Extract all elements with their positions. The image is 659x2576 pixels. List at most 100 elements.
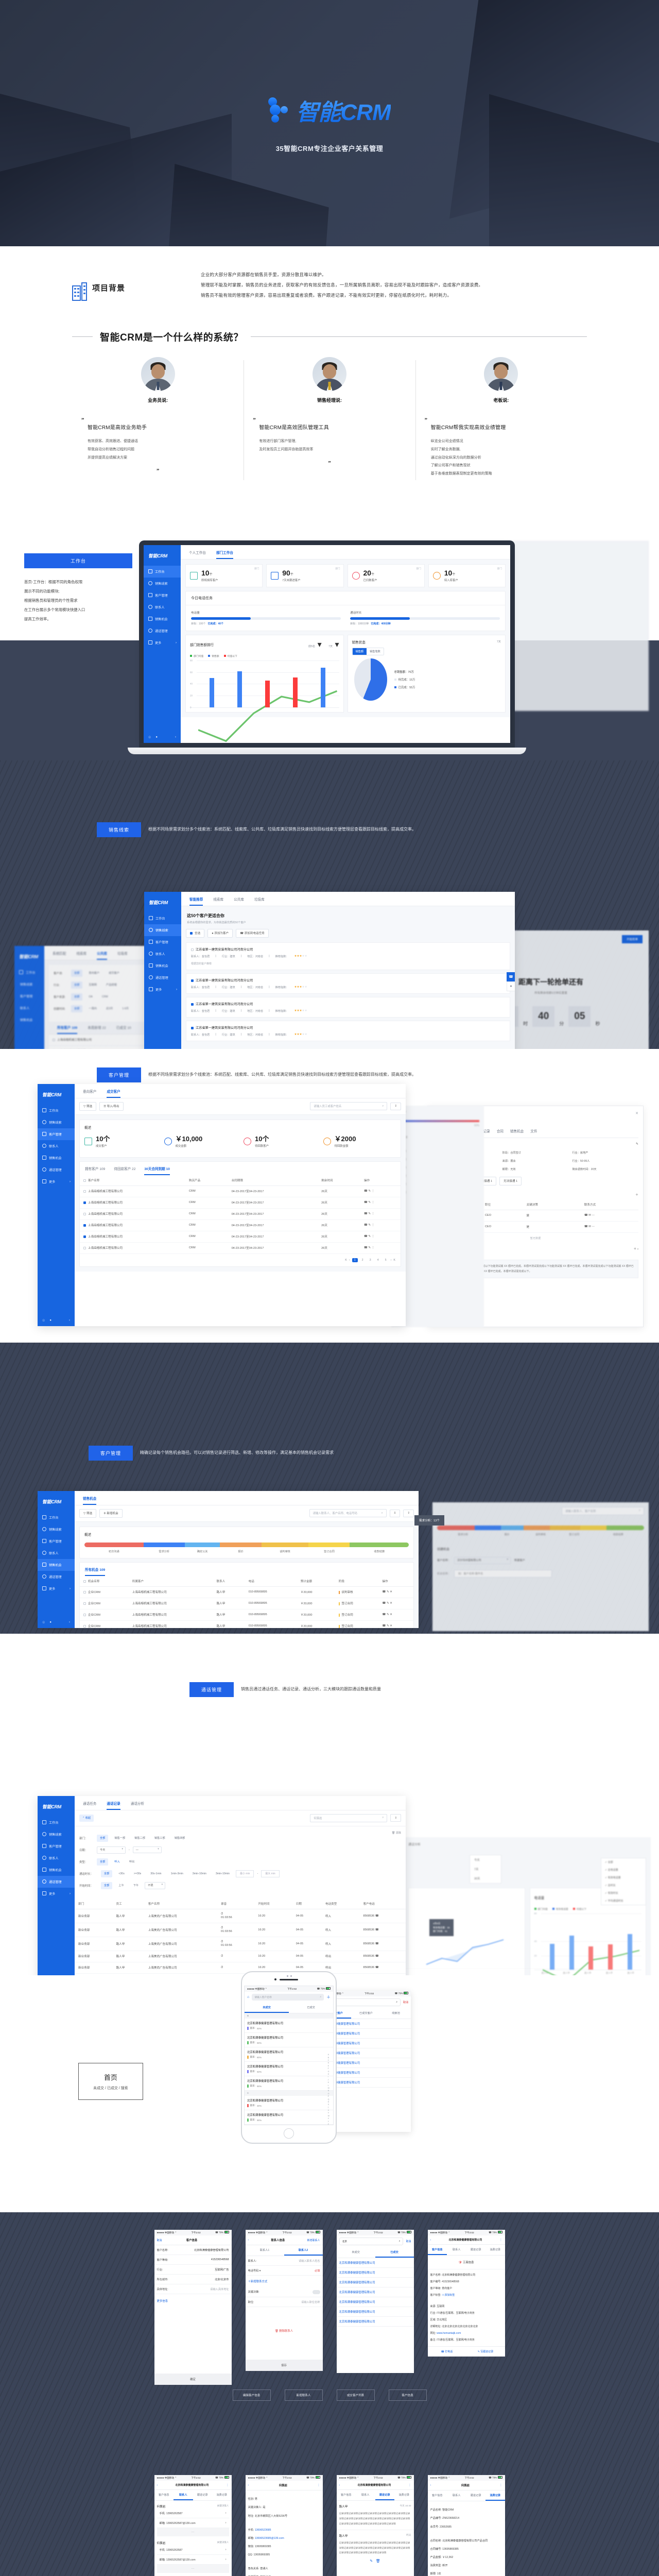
lead-card[interactable]: 江苏省第一建筑安装有限公司河南分公司 联系人：金怡君 | 行业：建筑 | 地区：河南省 |…: [186, 996, 510, 1018]
all-opportunities-tab[interactable]: 所有机会 109: [85, 1567, 106, 1576]
collapse-icon[interactable]: ‹: [69, 1620, 70, 1624]
back-icon[interactable]: ‹: [248, 2484, 249, 2487]
metric-dropdown[interactable]: ✓ 全部 ✓ 总电话量 ✓ 有效电话量 ✓ 总时长 ✓ 有效时长 ✓ 平均通话时…: [601, 1857, 646, 1905]
more-icon[interactable]: ⋮: [499, 2238, 502, 2242]
edit-icon[interactable]: ✎: [368, 1201, 371, 1205]
sidebar-item-calls[interactable]: 通话管理: [38, 1164, 75, 1176]
table-row[interactable]: 上海岳榕机械工程有限公司 CRM 04-23-2017至04-23-2017 26天 ☎…: [80, 1197, 401, 1209]
phone-icon[interactable]: ☎: [382, 1602, 386, 1605]
table-row[interactable]: 新业务部 路人甲 上海美尚广告有限公司 ⏱ 01:03:56 16:20 04-05 呼入 85…: [75, 1937, 406, 1951]
call-action-icon[interactable]: ☎: [507, 972, 515, 981]
list-item[interactable]: 北京和满泰健康管理有限公司 赢率: 90%: [245, 2110, 333, 2125]
prev-page-icon[interactable]: ‹: [349, 1258, 350, 1262]
more-icon[interactable]: ⋮: [371, 1224, 375, 1227]
opportunity-name-input[interactable]: 如：客户名称-整件名: [454, 1569, 552, 1578]
table-row[interactable]: 新业务部 路人甲 上海美尚广告有限公司 ⏱ 01:03:56 16:20 04-05 呼入 85…: [75, 1923, 406, 1937]
sidebar-item-workbench[interactable]: 工作台: [38, 1105, 75, 1116]
field-row[interactable]: 邮箱: 13965263587@139.com ›: [157, 2518, 229, 2529]
list-item[interactable]: 北京和满泰健康管理有限公司 赢率: 30%: [245, 2096, 333, 2111]
tab-public-pool[interactable]: 公共库: [234, 897, 244, 902]
phone-icon[interactable]: ☎: [584, 1214, 588, 1217]
more-icon[interactable]: ⋮: [371, 1235, 375, 1239]
date-range-menu[interactable]: 今天 7天 30天: [470, 1854, 501, 1884]
filter-tab[interactable]: 30天合同到期 10: [144, 1166, 170, 1175]
table-row[interactable]: 企业CRM 上海岳榕机械工程有限公司 路人甲 010-89569895 ￥20,000 签…: [80, 1620, 413, 1628]
add-icon[interactable]: ＋: [633, 1247, 637, 1251]
table-row[interactable]: 企业CRM 上海岳榕机械工程有限公司 路人甲 010-89569895 ￥20,000 签…: [80, 1609, 413, 1621]
close-icon[interactable]: ✕: [390, 1624, 392, 1628]
play-icon[interactable]: ⏱: [221, 1940, 223, 1944]
close-icon[interactable]: ✕: [390, 1602, 392, 1605]
search-input[interactable]: 请输入客户名称 ⌕: [252, 1994, 324, 2001]
chevron-right-icon[interactable]: ›: [637, 1247, 638, 1251]
field-row[interactable]: 行业: 互联网/广告: [154, 2265, 232, 2275]
new-customer-button[interactable]: 新建客户: [514, 1559, 525, 1563]
edit-icon[interactable]: ✎: [368, 1235, 371, 1239]
next-page-icon[interactable]: ›: [390, 1258, 392, 1262]
edit-icon[interactable]: ✎: [386, 1613, 389, 1617]
sidebar-item-calls[interactable]: 通话管理: [38, 1875, 75, 1888]
add-contact-link[interactable]: 新增联系人: [307, 2239, 320, 2242]
sidebar-item-customers[interactable]: 客户管理: [38, 1128, 75, 1140]
sidebar-item-customers[interactable]: 客户管理: [144, 936, 181, 948]
tab-department[interactable]: 部门工作台: [216, 550, 233, 559]
play-icon[interactable]: ⏱: [221, 1954, 223, 1958]
add-contact-method-link[interactable]: ＋新增联系方式: [248, 2280, 268, 2284]
close-icon[interactable]: ✕: [635, 1111, 638, 1115]
phone-icon[interactable]: ☎: [382, 1613, 386, 1617]
list-item[interactable]: 北京和满泰健康管理有限公司: [321, 2058, 411, 2069]
detail-tab[interactable]: 文件: [530, 1129, 537, 1133]
customer-select[interactable]: 沃尔玛中国有限公司: [454, 1556, 511, 1564]
phone-icon[interactable]: ☎: [375, 1955, 379, 1958]
grab-button[interactable]: 开始抢单: [621, 935, 643, 943]
search-input[interactable]: 北京⌕: [339, 2238, 404, 2246]
field-row[interactable]: 客户等级: 415236548568: [154, 2255, 232, 2265]
close-icon[interactable]: ✕: [390, 1613, 392, 1617]
more-icon[interactable]: ⋮: [371, 1212, 375, 1216]
sidebar-item-calls[interactable]: 通话管理: [144, 972, 181, 984]
sidebar-item-more[interactable]: 更多 ›: [38, 1176, 75, 1188]
field-row[interactable]: 所在城市: 北京/北京市: [154, 2275, 232, 2285]
list-item[interactable]: 北京和满泰健康管理有限公司 赢率: 90%: [245, 2076, 333, 2091]
edit-icon[interactable]: ✎: [368, 1212, 371, 1216]
list-item[interactable]: 北京和满泰健康管理有限公司: [321, 2019, 411, 2029]
list-item[interactable]: 北京和满泰健康管理有限公司: [336, 2297, 414, 2308]
new-opportunity-button[interactable]: ✛ 新增机会: [99, 1509, 123, 1518]
tag-chip[interactable]: 无法接通 1: [499, 1176, 522, 1185]
search-input[interactable]: 何畏岩 ⌕: [310, 1814, 388, 1822]
home-icon[interactable]: ⌂: [247, 1995, 250, 1999]
list-item[interactable]: 北京和满泰健康管理有限公司: [336, 2258, 414, 2268]
tab-call-analysis[interactable]: 通话分析: [130, 1802, 145, 1806]
add-icon[interactable]: ＋: [326, 1995, 331, 2000]
field-row[interactable]: 手机: 13965263587 ›: [157, 2545, 229, 2555]
write-follow-button[interactable]: ✎ 写跟进记录: [477, 2350, 494, 2354]
sidebar-item-opportunity[interactable]: 销售机会: [38, 1558, 75, 1571]
confirm-button[interactable]: 确定: [154, 2374, 232, 2385]
tab-trash-pool[interactable]: 垃圾库: [254, 897, 265, 902]
bell-icon[interactable]: ☉: [148, 736, 151, 739]
collapse-icon[interactable]: ‹: [69, 1318, 70, 1322]
cancel-button[interactable]: 取消: [406, 2240, 411, 2244]
lead-card[interactable]: 江苏省第一建筑安装有限公司河南分公司 联系人：金怡君 | 行业：建筑 | 地区：河南省 |…: [186, 942, 510, 970]
table-row[interactable]: 企业CRM 上海岳榕机械工程有限公司 路人甲 010-89569895 ￥20,000 签…: [80, 1598, 413, 1609]
back-icon[interactable]: ‹: [248, 2239, 249, 2242]
phone-icon[interactable]: ☎: [584, 1225, 588, 1229]
edit-icon[interactable]: ✎: [386, 1602, 389, 1605]
field-row[interactable]: 具体地址: 请输入具体地址: [154, 2284, 232, 2295]
sidebar-item-calls[interactable]: 通话管理: [144, 625, 181, 637]
back-icon[interactable]: ‹: [339, 2483, 340, 2487]
field-row[interactable]: 职位: 请输入职位名称: [245, 2297, 323, 2308]
time-select[interactable]: 不限: [145, 1882, 166, 1889]
list-item[interactable]: 北京和满泰健康管理有限公司 赢率: 50%: [245, 2062, 333, 2077]
email-link[interactable]: 13696523685@139.com: [254, 2536, 284, 2540]
more-icon[interactable]: ⋮: [317, 2484, 320, 2487]
sidebar-item-workbench[interactable]: 工作台: [144, 565, 181, 578]
home-button[interactable]: [284, 2128, 294, 2139]
tab-intent-customers[interactable]: 意向客户: [83, 1090, 97, 1094]
phone-icon[interactable]: ☎: [382, 1590, 386, 1594]
filter-tab[interactable]: 拥有客户 109: [85, 1167, 106, 1171]
more-icon[interactable]: ⋮: [226, 2483, 229, 2487]
save-button[interactable]: 保存: [245, 2360, 323, 2371]
person-icon[interactable]: ●: [49, 1620, 52, 1624]
